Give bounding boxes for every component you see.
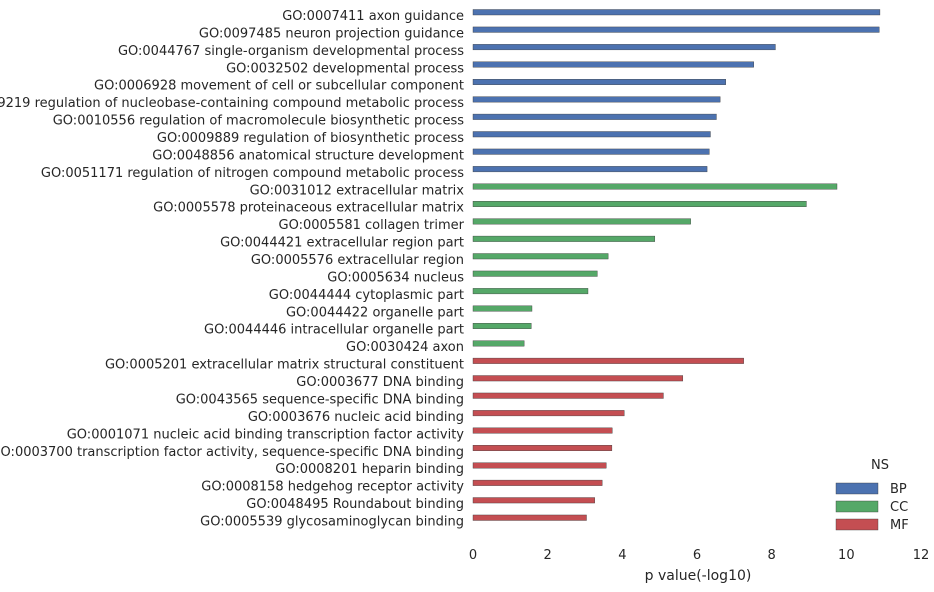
bar-mf: [472, 375, 684, 382]
y-tick-label: GO:0003676 nucleic acid binding: [248, 410, 464, 425]
bar-cc: [472, 305, 533, 312]
bar-bp: [472, 79, 726, 85]
bar-cc: [472, 340, 525, 347]
y-tick-label: GO:0032502 developmental process: [226, 61, 464, 76]
y-tick-label: GO:0007411 axon guidance: [282, 9, 464, 24]
x-tick-label: 6: [693, 548, 701, 563]
y-tick-label: GO:0010556 regulation of macromolecule b…: [53, 114, 464, 129]
y-tick-label: GO:0003677 DNA binding: [296, 375, 464, 390]
bar-mf: [472, 479, 603, 486]
y-tick-label: GO:0097485 neuron projection guidance: [199, 26, 464, 41]
bar-group: [472, 9, 881, 521]
y-tick-label: GO:0005539 glycosaminoglycan binding: [200, 514, 464, 529]
y-tick-label: GO:0005634 nucleus: [327, 270, 464, 285]
bar-cc: [472, 218, 691, 225]
bar-mf: [472, 445, 613, 451]
bar-cc: [472, 323, 532, 329]
y-tick-label: GO:0044444 cytoplasmic part: [269, 288, 464, 303]
y-tick-label: GO:0008158 hedgehog receptor activity: [201, 480, 464, 495]
y-tick-label: GO:0005201 extracellular matrix structur…: [105, 358, 464, 373]
y-tick-label: GO:0005576 extracellular region: [251, 253, 464, 268]
y-tick-label: GO:0005578 proteinaceous extracellular m…: [153, 201, 464, 216]
bar-cc: [472, 201, 807, 207]
bar-bp: [472, 9, 881, 16]
bar-mf: [472, 497, 595, 504]
x-tick-labels: 0 2 4 6 8 10 12: [469, 548, 929, 563]
legend-swatch-cc: [835, 500, 879, 513]
legend-title: NS: [871, 458, 889, 473]
y-tick-label: GO:0001071 nucleic acid binding transcri…: [67, 427, 465, 442]
y-tick-label: GO:0005581 collagen trimer: [279, 218, 465, 233]
y-tick-label: GO:0044767 single-organism developmental…: [118, 44, 464, 59]
bar-bp: [472, 26, 880, 33]
y-tick-label: GO:0044446 intracellular organelle part: [204, 323, 464, 338]
x-tick-label: 8: [768, 548, 776, 563]
y-tick-label: GO:0008201 heparin binding: [275, 462, 464, 477]
x-tick-label: 12: [913, 548, 930, 563]
y-tick-label: GO:0006928 movement of cell or subcellul…: [94, 79, 464, 94]
bar-mf: [472, 410, 625, 417]
x-tick-label: 2: [544, 548, 552, 563]
bar-bp: [472, 61, 754, 68]
y-tick-labels: GO:0007411 axon guidance GO:0097485 neuro…: [0, 9, 465, 529]
bar-cc: [472, 288, 589, 295]
bar-bp: [472, 131, 711, 138]
legend-swatch-mf: [835, 518, 879, 531]
y-tick-label: GO:0048856 anatomical structure developm…: [152, 148, 464, 163]
bar-cc: [472, 270, 598, 277]
bar-mf: [472, 427, 613, 434]
x-axis-title: p value(-log10): [645, 568, 752, 584]
bar-cc: [472, 253, 609, 260]
x-tick-label: 0: [469, 548, 477, 563]
legend-label-cc: CC: [890, 500, 908, 515]
y-tick-label: GO:0044422 organelle part: [286, 305, 464, 320]
legend-label-mf: MF: [890, 518, 909, 533]
bar-cc: [472, 235, 656, 242]
y-tick-label: GO:0019219 regulation of nucleobase-cont…: [0, 96, 464, 111]
y-tick-label: GO:0048495 Roundabout binding: [246, 497, 464, 512]
y-tick-label: GO:0043565 sequence-specific DNA binding: [176, 392, 464, 407]
legend-label-bp: BP: [890, 482, 907, 497]
y-tick-label: GO:0003700 transcription factor activity…: [0, 445, 464, 460]
bar-bp: [472, 166, 708, 173]
bar-bp: [472, 148, 710, 155]
legend: NS BP CC MF: [835, 458, 909, 533]
bar-bp: [472, 113, 717, 120]
y-tick-label: GO:0009889 regulation of biosynthetic pr…: [157, 131, 464, 146]
y-tick-label: GO:0051171 regulation of nitrogen compou…: [41, 166, 464, 181]
bar-bp: [472, 96, 721, 103]
bar-mf: [472, 357, 744, 364]
y-tick-label: GO:0044421 extracellular region part: [220, 236, 464, 251]
bar-mf: [472, 462, 607, 469]
bar-cc: [472, 183, 838, 190]
legend-swatch-bp: [835, 482, 879, 495]
x-tick-label: 4: [618, 548, 626, 563]
bar-bp: [472, 44, 776, 51]
y-tick-label: GO:0031012 extracellular matrix: [250, 183, 465, 198]
bar-mf: [472, 514, 587, 521]
x-tick-label: 10: [838, 548, 855, 563]
y-tick-label: GO:0030424 axon: [346, 340, 464, 355]
bar-mf: [472, 392, 664, 399]
